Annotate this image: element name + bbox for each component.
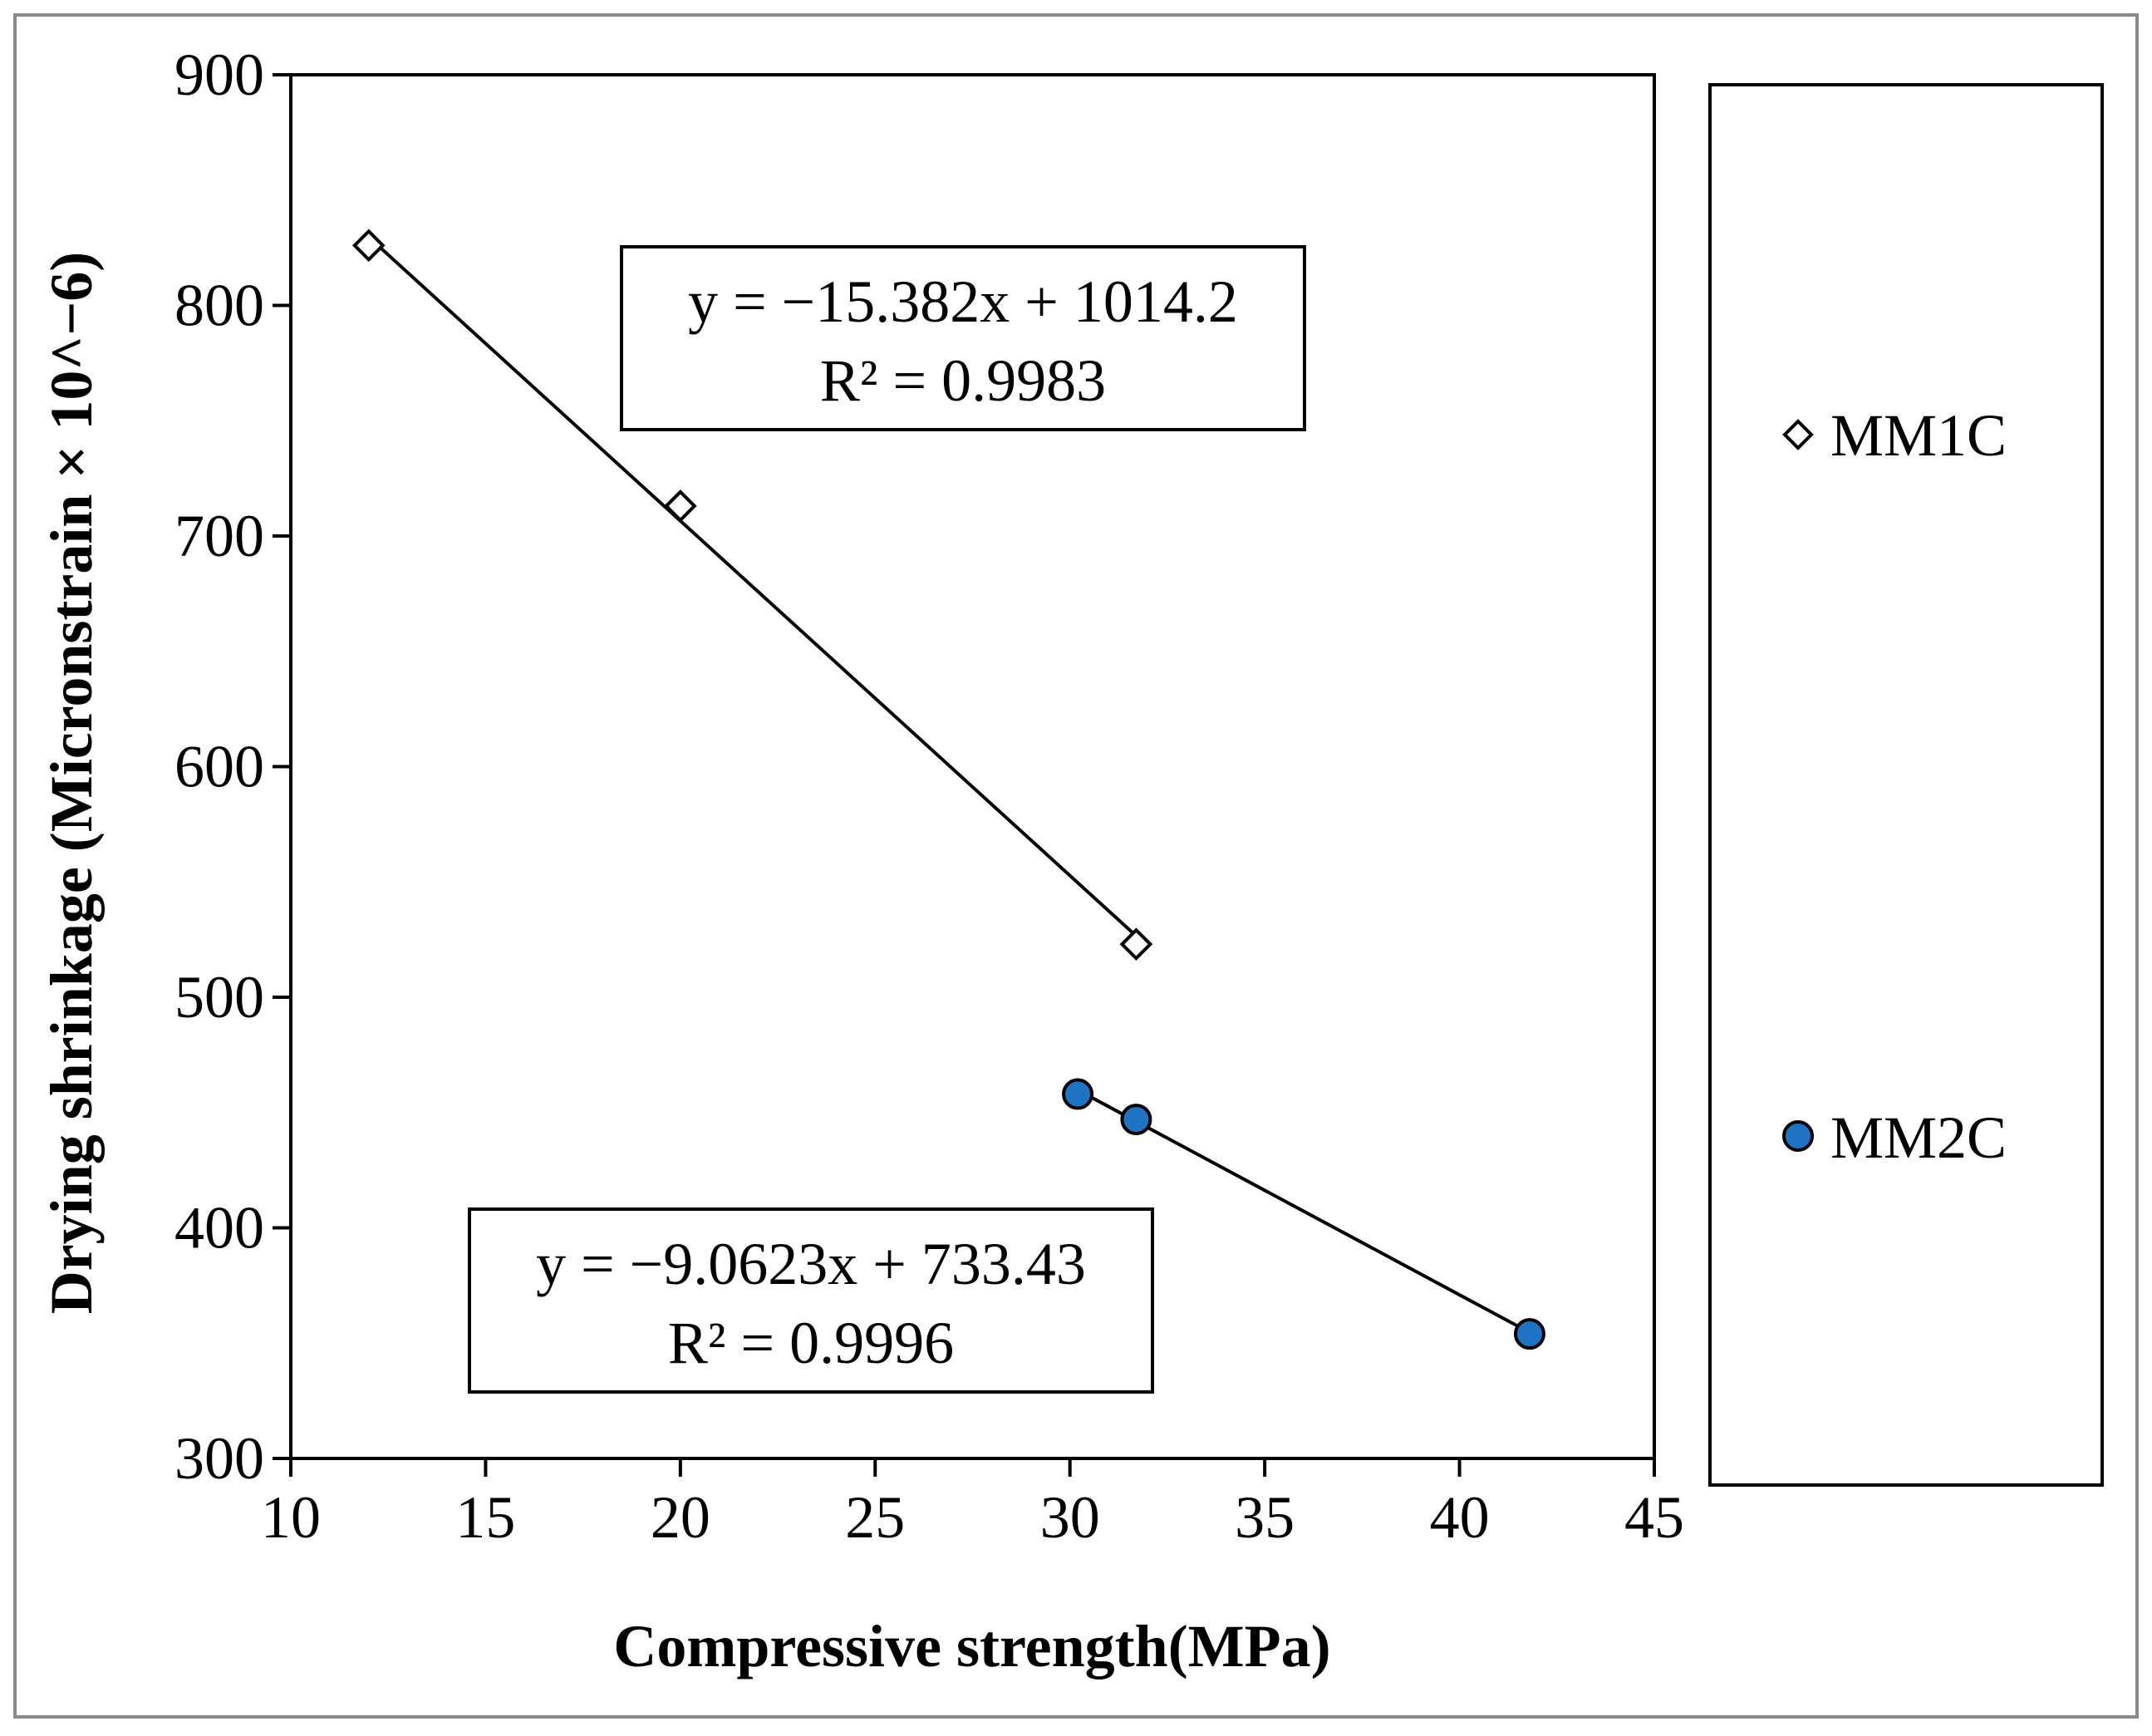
equation-box-mm2c-frame [468,1207,1154,1394]
y-tick-label: 400 [174,1195,264,1261]
x-axis-title: Compressive strength(MPa) [613,1613,1330,1679]
x-tick-label: 40 [1430,1484,1490,1551]
equation-box-mm1c: y = −15.382x + 1014.2 R² = 0.9983 [620,245,1306,431]
legend-marker-mm1c [1782,419,1814,450]
data-point-mm2c [1513,1318,1545,1350]
x-tick-label: 20 [651,1484,710,1551]
y-axis-ticks: 300 400 500 600 700 800 900 [174,42,291,1492]
y-tick-label: 800 [174,273,264,339]
data-point-mm1c [1119,927,1153,961]
x-tick-label: 10 [261,1484,321,1551]
data-point-mm1c [351,229,386,263]
equation-mm1c: y = −15.382x + 1014.2 [688,268,1238,335]
equation-box-mm1c-frame [620,245,1306,431]
data-markers [351,229,1545,1350]
y-tick-label: 600 [174,734,264,800]
x-tick-label: 35 [1235,1484,1295,1551]
y-tick-label: 300 [174,1425,264,1492]
legend-label-mm1c: MM1C [1830,402,2007,469]
x-tick-label: 30 [1040,1484,1100,1551]
trendline-mm1c [367,235,1137,937]
y-tick-label: 500 [174,964,264,1030]
x-tick-label: 15 [455,1484,515,1551]
r-squared-mm1c: R² = 0.9983 [820,347,1106,414]
x-tick-label: 45 [1624,1484,1684,1551]
y-tick-label: 700 [174,503,264,569]
legend-frame [1708,83,2104,1487]
legend-marker-mm2c [1782,1120,1814,1152]
equation-box-mm2c: y = −9.0623x + 733.43 R² = 0.9996 [468,1207,1154,1394]
y-axis-title: Drying shrinkage (Micronstrain × 10^−6) [38,252,105,1315]
trendline-mm2c [1077,1088,1530,1335]
x-axis-ticks: 10 15 20 25 30 35 40 45 [261,1458,1684,1551]
y-tick-label: 900 [174,42,264,108]
data-point-mm1c [664,489,697,523]
trendlines [367,235,1530,1335]
legend-label-mm2c: MM2C [1830,1104,2007,1171]
data-point-mm2c [1062,1078,1094,1110]
legend: MM1C MM2C [1708,83,2104,1487]
r-squared-mm2c: R² = 0.9996 [668,1310,954,1376]
equation-mm2c: y = −9.0623x + 733.43 [536,1231,1086,1297]
data-point-mm2c [1120,1104,1152,1136]
x-tick-label: 25 [845,1484,905,1551]
